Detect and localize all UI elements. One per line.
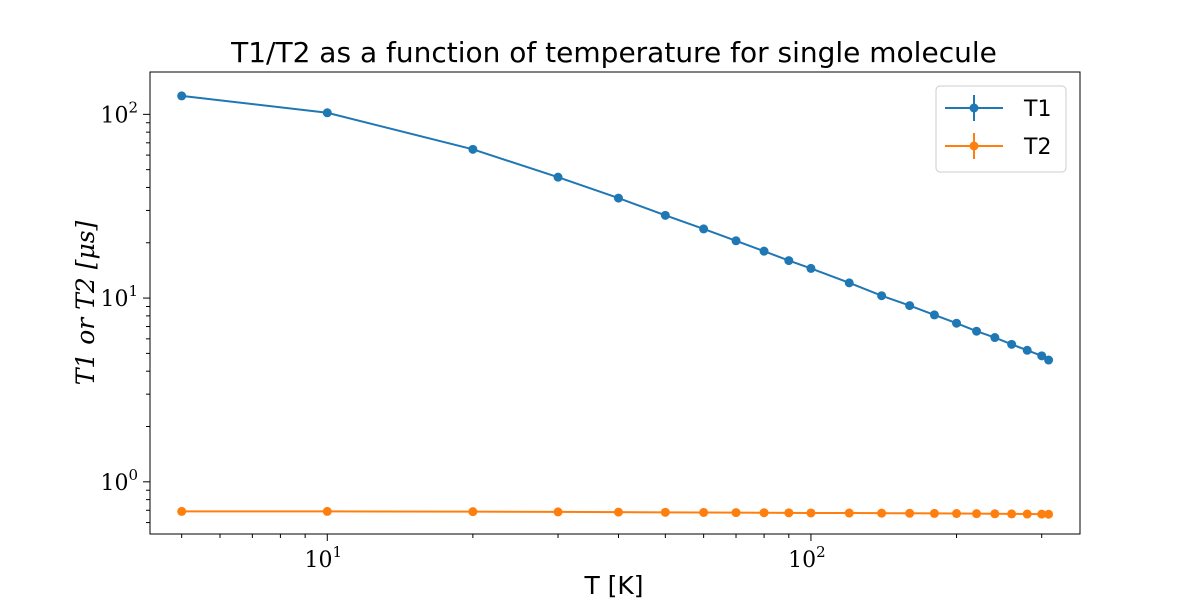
data-point-t2 [1022,509,1032,519]
data-point-t1 [1007,339,1017,349]
data-point-t2 [929,508,939,518]
data-point-t1 [844,278,854,288]
y-tick-label: 100 [100,466,138,496]
data-point-t1 [699,224,709,234]
data-point-t2 [1044,509,1054,519]
series-line-t2 [181,510,1049,516]
data-point-t1 [929,310,939,320]
data-point-t2 [1007,509,1017,519]
legend-marker-t1 [969,103,979,113]
x-axis-ticks: 101 102 [181,534,1043,573]
data-point-t1 [468,144,478,154]
series-line-t1 [181,94,1050,361]
data-point-t1 [952,318,962,328]
data-point-t2 [322,506,332,516]
data-point-t2 [660,507,670,517]
data-point-t2 [759,508,769,518]
data-point-t2 [877,508,887,518]
y-tick-label: 102 [100,98,138,128]
data-point-t1 [990,333,1000,343]
data-point-t1 [613,193,623,203]
y-tick-label: 101 [100,282,138,312]
data-point-t2 [613,507,623,517]
data-point-t1 [1037,351,1047,361]
data-point-t2 [784,508,794,518]
data-point-t2 [844,508,854,518]
data-point-t1 [972,326,982,336]
chart-title: T1/T2 as a function of temperature for s… [230,36,997,69]
data-point-t2 [177,506,187,516]
data-point-t2 [553,507,563,517]
x-tick-label: 101 [305,543,343,573]
data-point-t2 [699,507,709,517]
data-point-t2 [731,508,741,518]
data-point-t1 [731,236,741,246]
y-axis-label: T1 or T2 [μs] [71,220,100,385]
y-axis-ticks: 100 101 102 [100,98,150,524]
data-point-t1 [806,263,816,273]
data-point-t2 [990,509,1000,519]
legend-label-t1: T1 [1023,97,1051,122]
data-point-t1 [1022,345,1032,355]
data-point-t1 [784,256,794,266]
data-point-t1 [1044,355,1054,365]
x-axis-label: T [K] [583,571,643,600]
data-point-t2 [972,509,982,519]
data-point-t1 [177,91,187,101]
legend-marker-t2 [969,141,979,151]
data-point-t1 [759,246,769,256]
axes-frame [149,71,1081,535]
data-point-t2 [1037,509,1047,519]
plot-area [177,91,1054,519]
data-point-t1 [877,291,887,301]
x-tick-label: 102 [788,543,826,573]
data-point-t2 [905,508,915,518]
data-point-t1 [905,301,915,311]
data-point-t1 [660,210,670,220]
legend: T1 T2 [935,85,1067,173]
legend-label-t2: T2 [1023,135,1051,160]
data-point-t1 [322,108,332,118]
data-point-t2 [468,507,478,517]
data-point-t1 [553,172,563,182]
data-point-t2 [952,509,962,519]
data-point-t2 [806,508,816,518]
